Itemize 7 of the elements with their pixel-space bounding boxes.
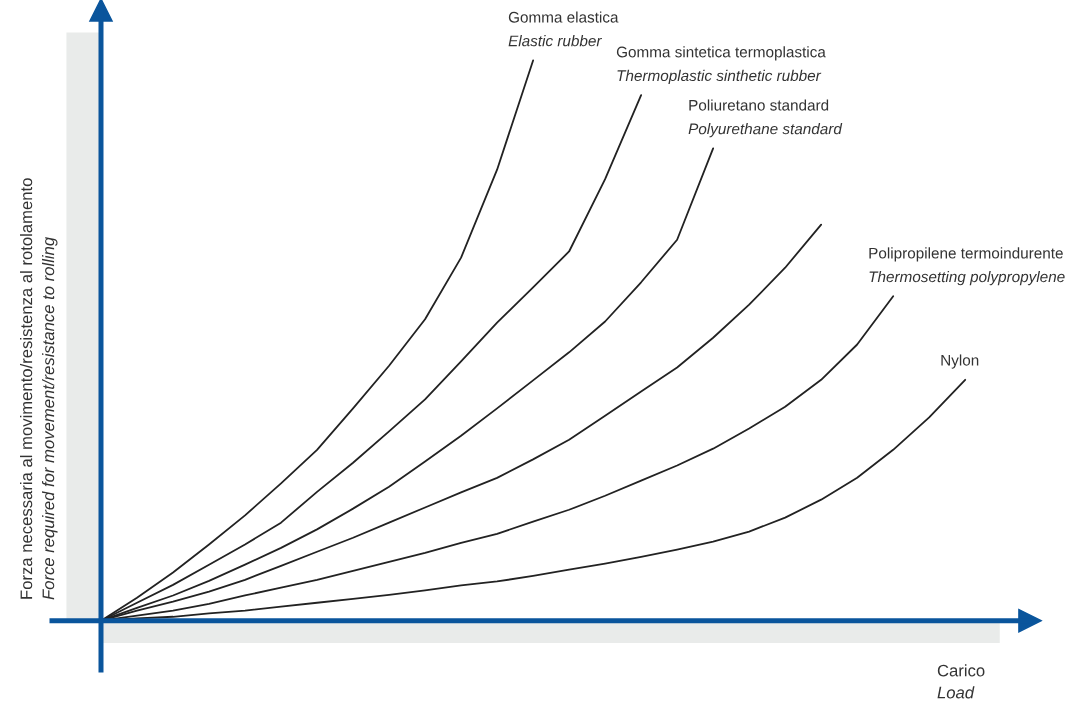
series-label: Polipropilene termoindurente Thermosetting polypropylene bbox=[869, 247, 1065, 286]
x-axis-title: Carico Load bbox=[937, 664, 985, 699]
series-label: Poliuretano standard Polyurethane standard bbox=[688, 99, 843, 138]
y-axis-title: Forza necessaria al movimento/resistenza al rotolamento Force required for movement/resistance to rolling bbox=[20, 178, 58, 600]
series-label: Nylon bbox=[941, 354, 979, 369]
series-label: Gomma elastica Elastic rubber bbox=[508, 11, 619, 47]
series-label: Gomma sintetica termoplastica Thermoplastic sinthetic rubber bbox=[616, 46, 826, 85]
